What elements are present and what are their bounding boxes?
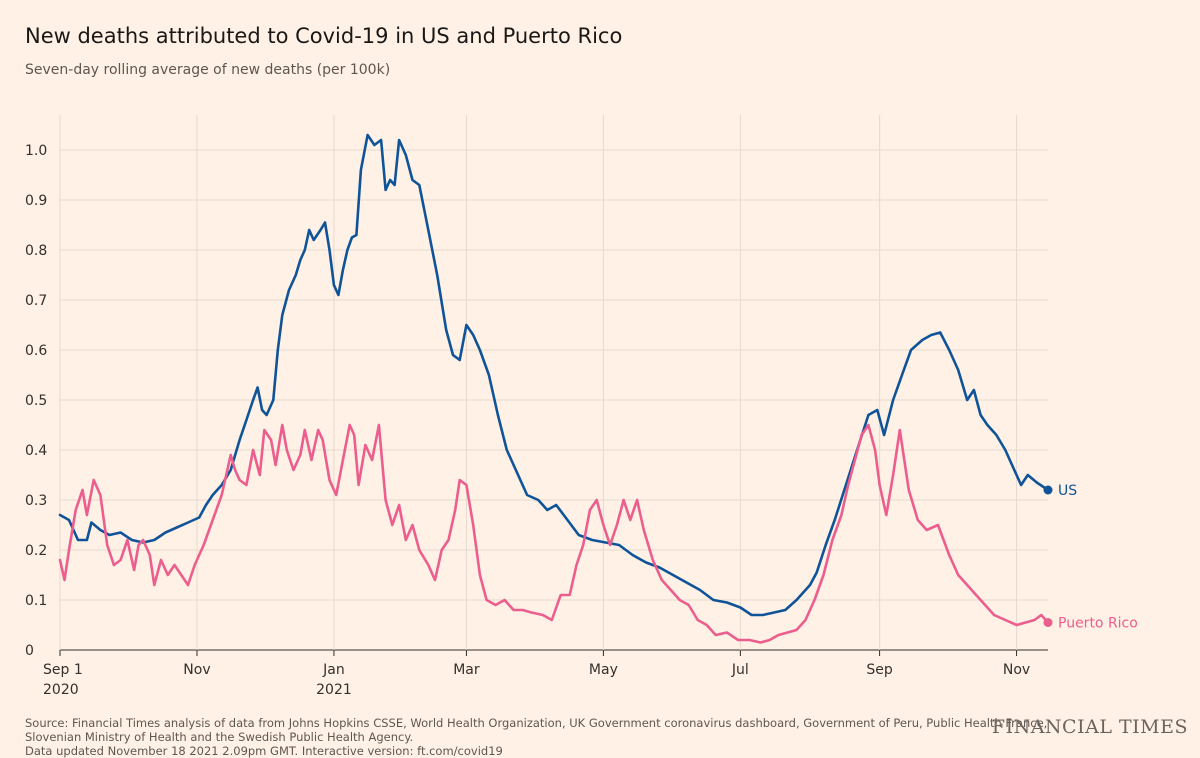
series-labels: US Puerto Rico <box>1058 483 1138 632</box>
y-tick-label: 0 <box>25 643 34 659</box>
x-tick-label: Nov <box>183 662 210 678</box>
x-tick-label: Jul <box>731 662 749 678</box>
x-tick-year-label: 2020 <box>43 682 79 698</box>
grid-lines <box>59 115 1048 656</box>
y-tick-label: 0.4 <box>25 443 47 459</box>
source-text-line-1: Source: Financial Times analysis of data… <box>25 716 1048 730</box>
x-tick-label: Mar <box>453 662 480 678</box>
x-tick-label: May <box>589 662 618 678</box>
series-label-us: US <box>1058 483 1077 499</box>
x-tick-label: Sep <box>866 662 893 678</box>
source-text-line-2: Slovenian Ministry of Health and the Swe… <box>25 730 414 744</box>
chart-subtitle: Seven-day rolling average of new deaths … <box>25 62 391 78</box>
x-axis-tick-labels: Sep 1 2020 Nov Jan 2021 Mar May Jul Sep Nov <box>43 662 1030 698</box>
chart-title: New deaths attributed to Covid-19 in US … <box>25 24 623 48</box>
y-tick-label: 0.9 <box>25 193 47 209</box>
series-end-point <box>1043 485 1053 495</box>
y-tick-label: 0.3 <box>25 493 47 509</box>
series-end-point <box>1043 618 1053 627</box>
x-tick-label: Sep 1 <box>43 662 83 678</box>
source-footer: Source: Financial Times analysis of data… <box>25 716 1048 758</box>
x-tick-label: Nov <box>1003 662 1030 678</box>
y-tick-label: 0.6 <box>25 343 47 359</box>
y-tick-label: 0.8 <box>25 243 47 259</box>
y-tick-label: 0.5 <box>25 393 47 409</box>
update-note: Data updated November 18 2021 2.09pm GMT… <box>25 744 503 758</box>
x-tick-year-label: 2021 <box>316 682 352 698</box>
series-label-puerto-rico: Puerto Rico <box>1058 616 1138 632</box>
financial-times-logo: FINANCIAL TIMES <box>991 716 1188 738</box>
series-lines <box>58 133 1053 644</box>
y-tick-label: 0.7 <box>25 293 47 309</box>
y-tick-label: 1.0 <box>25 143 47 159</box>
series-line-puerto-rico <box>58 423 1050 644</box>
series-line-us <box>58 133 1050 617</box>
y-tick-label: 0.1 <box>25 593 47 609</box>
y-tick-label: 0.2 <box>25 543 47 559</box>
y-axis-tick-labels: 0 0.1 0.2 0.3 0.4 0.5 0.6 0.7 0.8 0.9 1.0 <box>25 143 47 659</box>
x-tick-label: Jan <box>322 662 345 678</box>
line-chart: 0 0.1 0.2 0.3 0.4 0.5 0.6 0.7 0.8 0.9 1.0 Sep 1 202… <box>25 115 1138 698</box>
